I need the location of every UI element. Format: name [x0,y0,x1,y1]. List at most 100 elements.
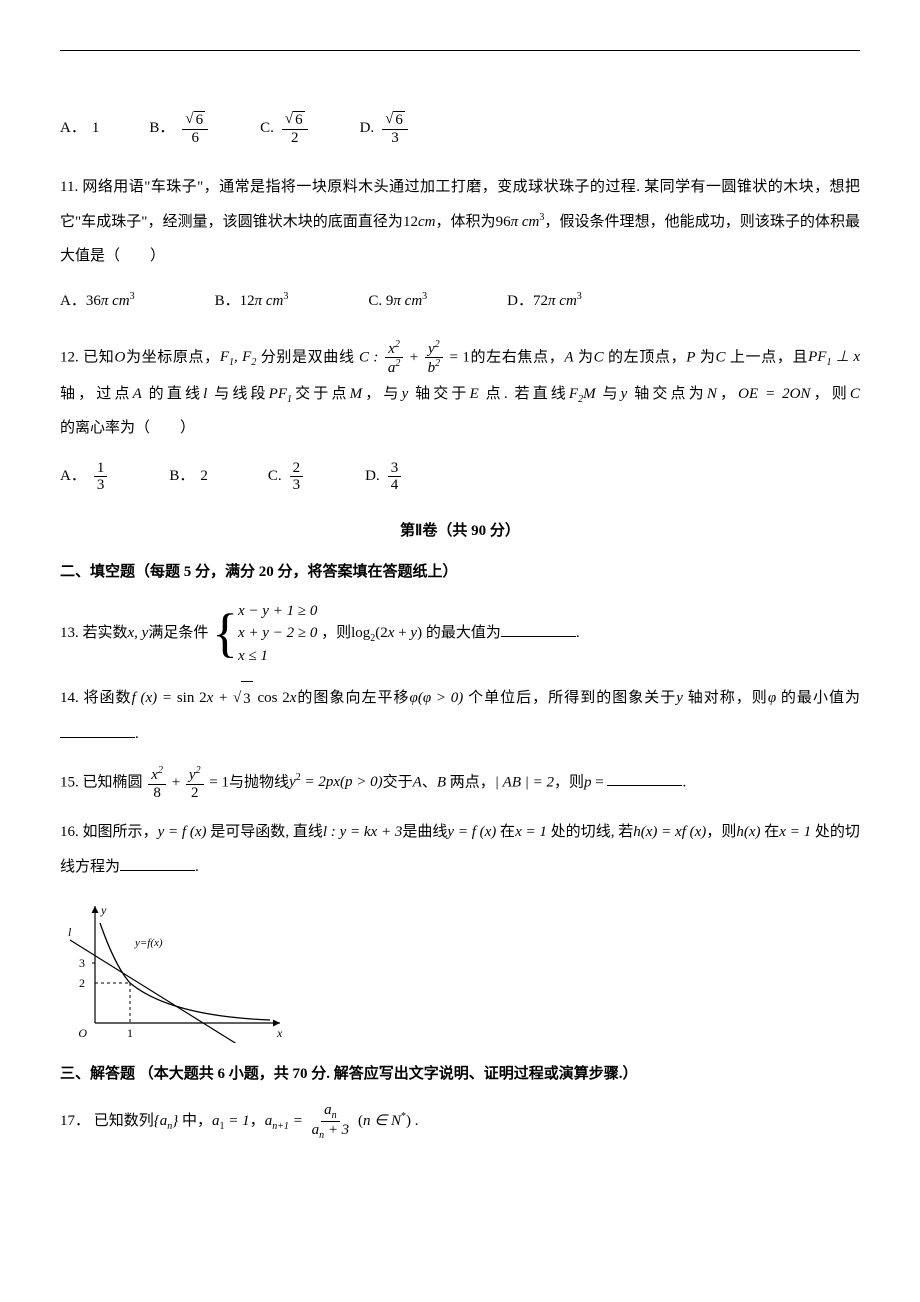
den: 2 [288,130,302,147]
m: F1, F2 [220,349,256,365]
t: 的图象向左平移 [296,690,409,706]
q15: 15. 已知椭圆 x28 + y22 = 1与抛物线y2 = 2px(p > 0… [60,765,860,801]
m: {an} [154,1113,179,1129]
q11-opt-d: D．72π cm3 [507,288,582,315]
opt-label: C. [260,115,274,142]
opt-label: D. [360,115,375,142]
svg-text:x: x [276,1026,283,1040]
m: x = 1 [515,824,547,840]
t: 为 [574,349,594,365]
d: 3 [94,477,108,494]
part2-title: 第Ⅱ卷（共 90 分） [60,518,860,545]
line1: x − y + 1 ≥ 0 [238,600,317,623]
t: ，则 [810,386,849,402]
q14: 14. 将函数f (x) = sin 2x + 3 cos 2x的图象向左平移φ… [60,681,860,751]
q-num: 17． [60,1113,90,1129]
m: y = f (x) [447,824,496,840]
m: y = f (x) [158,824,207,840]
t: 的最大值为 [422,625,501,641]
t: 轴交点为 [627,386,707,402]
q11-opt-b: B．12π cm3 [215,288,289,315]
t: 在 [761,824,780,840]
lbl: C. [268,463,282,490]
m: h(x) = xf (x) [633,824,706,840]
plus: + [410,349,423,365]
t: 轴交于 [408,386,469,402]
q10-opt-a: A． 1 [60,115,99,142]
n: an [321,1102,340,1122]
sqrt-val: 6 [194,111,206,129]
t: 已知数列 [90,1113,154,1129]
line2: x + y − 2 ≥ 0 [238,622,317,645]
num: x2 [385,339,403,359]
den: 6 [188,130,202,147]
n: 1 [94,460,108,478]
t: ， [717,386,738,402]
t: 已知椭圆 [79,774,143,790]
svg-text:2: 2 [79,976,85,990]
eq: = [592,774,608,790]
m: C [715,349,725,365]
t: ， [250,1113,265,1129]
q10-opt-c: C. 6 2 [260,111,310,146]
q12-opt-a: A．13 [60,460,109,494]
q11-options: A．36π cm3 B．12π cm3 C. 9π cm3 D．72π cm3 [60,288,860,315]
sec2-title: 二、填空题（每题 5 分，满分 20 分，将答案填在答题纸上） [60,559,860,586]
t: 若实数 [79,625,128,641]
t: 与抛物线 [229,774,289,790]
m: φ [768,690,776,706]
t: 轴对称，则 [683,690,768,706]
m: x, y [128,625,149,641]
t: 中， [178,1113,212,1129]
t: 上一点，且 [725,349,808,365]
m: p [584,774,592,790]
line3: x ≤ 1 [238,645,317,668]
brace-icon: { [212,609,238,658]
t: ，则 [706,824,736,840]
num: y2 [425,339,443,359]
sqrt3: 3 [241,681,253,717]
m: F2M [569,386,596,402]
q-num: 16. [60,824,79,840]
m: f (x) = sin 2x + [132,690,233,706]
q12-opt-c: C.23 [268,460,305,494]
t: 点. 若直线 [479,386,569,402]
den: a2 [385,358,404,377]
t: 如图所示， [79,824,158,840]
m: PF1 ⊥ x [808,349,860,365]
period: . [576,625,580,641]
q17: 17． 已知数列{an} 中，a1 = 1，an+1 = anan + 3 (n… [60,1102,860,1141]
m: l : y = kx + 3 [323,824,402,840]
d: an + 3 [309,1122,353,1141]
m: y [676,690,683,706]
q-num: 14. [60,690,79,706]
t: 的离心率为（ ） [60,420,195,436]
curve-head: C : [359,349,378,365]
t: 与 [596,386,621,402]
m: a1 = 1 [212,1113,250,1129]
q10-opt-b: B． 6 6 [149,111,210,146]
t: ，则 [554,774,584,790]
n: 2 [290,460,304,478]
q12: 12. 已知O为坐标原点，F1, F2 分别是双曲线 C : x2a2 + y2… [60,339,860,446]
blank [120,854,195,871]
t: 分别是双曲线 [256,349,354,365]
t: 是曲线 [402,824,447,840]
q11-vol: 96π cm3 [496,214,545,230]
d: 2 [188,785,202,802]
m: A [564,349,573,365]
m: A [413,774,422,790]
svg-text:y: y [100,903,107,917]
brace-lines: x − y + 1 ≥ 0 x + y − 2 ≥ 0 x ≤ 1 [238,600,317,668]
blank [60,721,135,738]
lbl: D. [365,463,380,490]
t: 在 [496,824,515,840]
q11-text-b: ，体积为 [435,214,495,230]
q-num: 12. [60,349,79,365]
m: A [133,386,142,402]
v: 2 [200,463,208,490]
m: E [470,386,479,402]
frac: x2a2 [385,339,404,377]
svg-text:1: 1 [127,1026,133,1040]
opt-label: A． [60,115,86,142]
